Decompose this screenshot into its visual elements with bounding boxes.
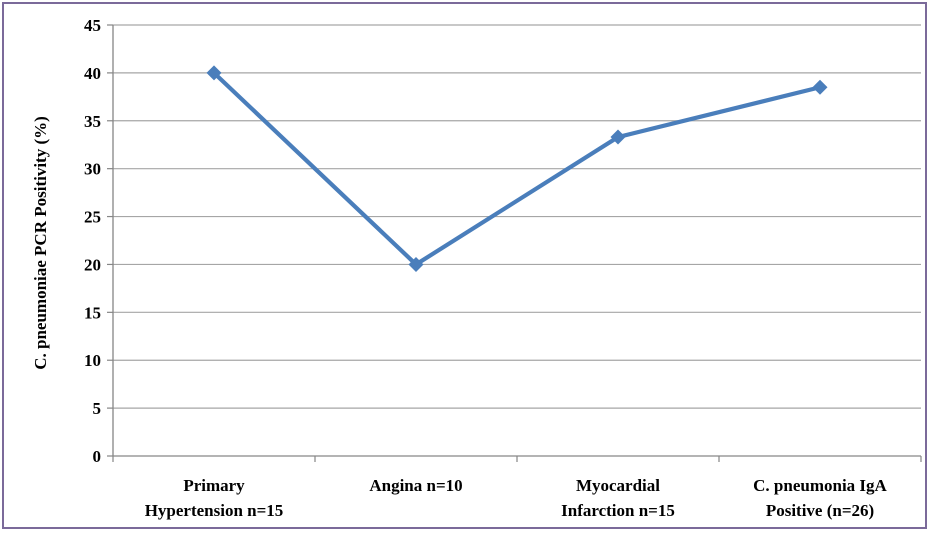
x-tick-label: C. pneumonia IgA Positive (n=26) bbox=[753, 476, 887, 520]
y-tick-label: 5 bbox=[93, 399, 102, 418]
data-point bbox=[206, 65, 222, 81]
y-tick-labels: 0 5 10 15 20 25 30 35 40 45 bbox=[84, 16, 101, 466]
y-tick-label: 40 bbox=[84, 64, 101, 83]
x-tick-label: Myocardial Infarction n=15 bbox=[561, 476, 675, 520]
series-line bbox=[212, 71, 821, 268]
series-group bbox=[206, 65, 828, 272]
chart-frame bbox=[2, 2, 927, 529]
x-tick-labels: Primary Hypertension n=15 Angina n=10 Myoca… bbox=[145, 476, 888, 520]
data-point bbox=[610, 129, 626, 145]
data-point bbox=[812, 79, 828, 95]
y-axis-label: C. pneumoniae PCR Positivity (%) bbox=[31, 116, 50, 370]
y-tick-label: 0 bbox=[93, 447, 102, 466]
y-tick-label: 15 bbox=[84, 303, 101, 322]
data-point bbox=[408, 256, 424, 272]
y-tick-label: 20 bbox=[84, 255, 101, 274]
gridlines bbox=[113, 24, 921, 409]
axes bbox=[107, 24, 922, 462]
y-tick-label: 30 bbox=[84, 160, 101, 179]
y-tick-label: 25 bbox=[84, 208, 101, 227]
y-tick-label: 45 bbox=[84, 16, 101, 35]
y-tick-label: 10 bbox=[84, 351, 101, 370]
x-tick-label: Angina n=10 bbox=[369, 476, 462, 495]
y-tick-label: 35 bbox=[84, 112, 101, 131]
x-tick-label: Primary Hypertension n=15 bbox=[145, 476, 284, 520]
